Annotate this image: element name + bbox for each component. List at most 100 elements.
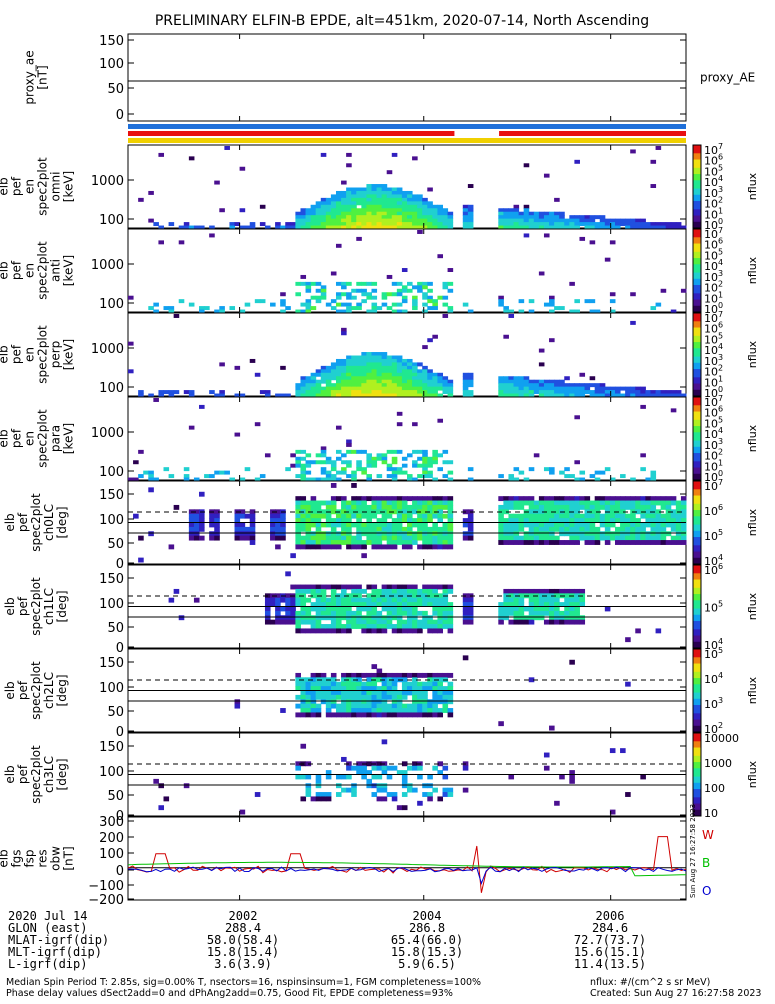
pitch-angle-cell (234, 518, 241, 523)
pitch-angle-cell (285, 606, 291, 612)
spectrogram-cell (386, 194, 393, 199)
spectrogram-cell (533, 453, 540, 458)
pitch-angle-cell (376, 686, 383, 691)
pitch-angle-cell (335, 681, 342, 687)
pitch-angle-cell (300, 518, 307, 523)
spectrogram-cell (523, 218, 530, 223)
spectrogram-cell (437, 376, 444, 381)
pitch-angle-cell (381, 770, 388, 775)
pitch-angle-cell (381, 504, 388, 510)
spectrogram-cell (412, 295, 418, 300)
pitch-angle-cell (432, 602, 438, 607)
pitch-angle-cell (320, 522, 327, 528)
pitch-angle-cell (391, 540, 398, 545)
spectrogram-cell (264, 390, 271, 395)
pitch-angle-cell (508, 500, 515, 506)
spectrogram-cell (432, 306, 438, 311)
spectrogram-cell (407, 453, 413, 458)
pitch-angle-cell (538, 496, 545, 502)
spectrogram-cell (376, 383, 383, 388)
pitch-angle-cell (381, 712, 388, 718)
spectrogram-cell (330, 222, 337, 227)
pitch-angle-cell (549, 522, 555, 528)
spectrogram-cell (361, 194, 367, 199)
pitch-angle-cell (407, 765, 413, 771)
spectrogram-cell (579, 215, 586, 220)
pitch-angle-cell (391, 531, 398, 537)
spectrogram-cell (386, 208, 393, 213)
colorbar-cell (693, 789, 701, 792)
pitch-angle-cell (270, 531, 276, 537)
spectrogram-cell (346, 295, 352, 300)
spectrogram-cell (244, 225, 251, 230)
colorbar-cell (693, 260, 701, 263)
colorbar-cell (693, 657, 701, 660)
colorbar-cell (693, 163, 701, 167)
spectrogram-cell (427, 288, 433, 293)
spectrogram-cell (675, 390, 682, 395)
colorbar-cell (693, 178, 701, 181)
spectrogram-cell (508, 309, 515, 314)
pitch-angle-cell (432, 624, 438, 629)
spectrogram-cell (391, 302, 398, 307)
spectrogram-cell (579, 393, 586, 398)
pitch-angle-cell (569, 518, 575, 523)
spectrogram-cell (422, 345, 428, 350)
pitch-angle-cell (442, 544, 449, 550)
spectrogram-cell (376, 201, 383, 206)
spectrogram-cell (574, 215, 580, 220)
colorbar-cell (693, 698, 701, 702)
pitch-angle-cell (442, 606, 449, 612)
spectrogram-cell (670, 393, 677, 398)
spectrogram-cell (528, 383, 535, 388)
spectrogram-cell (295, 386, 301, 391)
colorbar-tick-exponent: 4 (718, 637, 723, 646)
colorbar-cell (693, 507, 701, 511)
spectrogram-cell (320, 460, 327, 465)
spectrogram-cell (599, 390, 606, 395)
spectrogram-cell (579, 390, 586, 395)
pitch-angle-cell (432, 712, 438, 718)
spectrogram-cell (356, 302, 362, 307)
pitch-angle-cell (513, 615, 520, 621)
pitch-angle-cell (376, 761, 383, 767)
ytick-label: 100 (99, 57, 124, 72)
spectrogram-cell (396, 355, 403, 360)
colorbar-cell (693, 291, 701, 294)
pitch-angle-cell (625, 513, 631, 519)
pitch-angle-cell (559, 540, 565, 545)
spectrogram-cell (341, 309, 347, 314)
panel-ylabel: elbpefspec2plotch3LC[deg] (3, 745, 69, 804)
spectrogram-cell (554, 383, 560, 388)
spectrogram-cell (315, 222, 322, 227)
pitch-angle-cell (320, 672, 327, 678)
spectrogram-cell (330, 390, 337, 395)
pitch-angle-cell (361, 690, 367, 696)
spectrogram-cell (138, 474, 144, 479)
spectrogram-cell (442, 379, 449, 384)
pitch-angle-cell (371, 792, 378, 797)
pitch-angle-cell (270, 619, 276, 625)
spectrogram-cell (407, 218, 413, 223)
pitch-angle-cell (305, 610, 312, 616)
spectrogram-cell (351, 222, 357, 227)
spectrogram-cell (549, 215, 555, 220)
pitch-angle-cell (325, 610, 332, 616)
spectrogram-cell (386, 362, 393, 367)
spectrogram-cell (635, 222, 641, 227)
spectrogram-cell (462, 208, 469, 213)
spectrogram-cell (153, 302, 159, 307)
colorbar-cell (693, 186, 701, 190)
spectrogram-cell (422, 309, 428, 314)
spectrogram-cell (574, 299, 580, 304)
pitch-angle-cell (381, 694, 388, 700)
pitch-angle-cell (315, 703, 322, 709)
spectrogram-cell (275, 222, 281, 227)
pitch-angle-cell (376, 602, 383, 607)
pitch-angle-cell (346, 619, 352, 625)
pitch-angle-cell (417, 712, 423, 718)
spectrogram-cell (447, 460, 454, 465)
pitch-angle-cell (295, 624, 301, 629)
colorbar-cell (693, 757, 701, 761)
colorbar-cell (693, 549, 701, 553)
